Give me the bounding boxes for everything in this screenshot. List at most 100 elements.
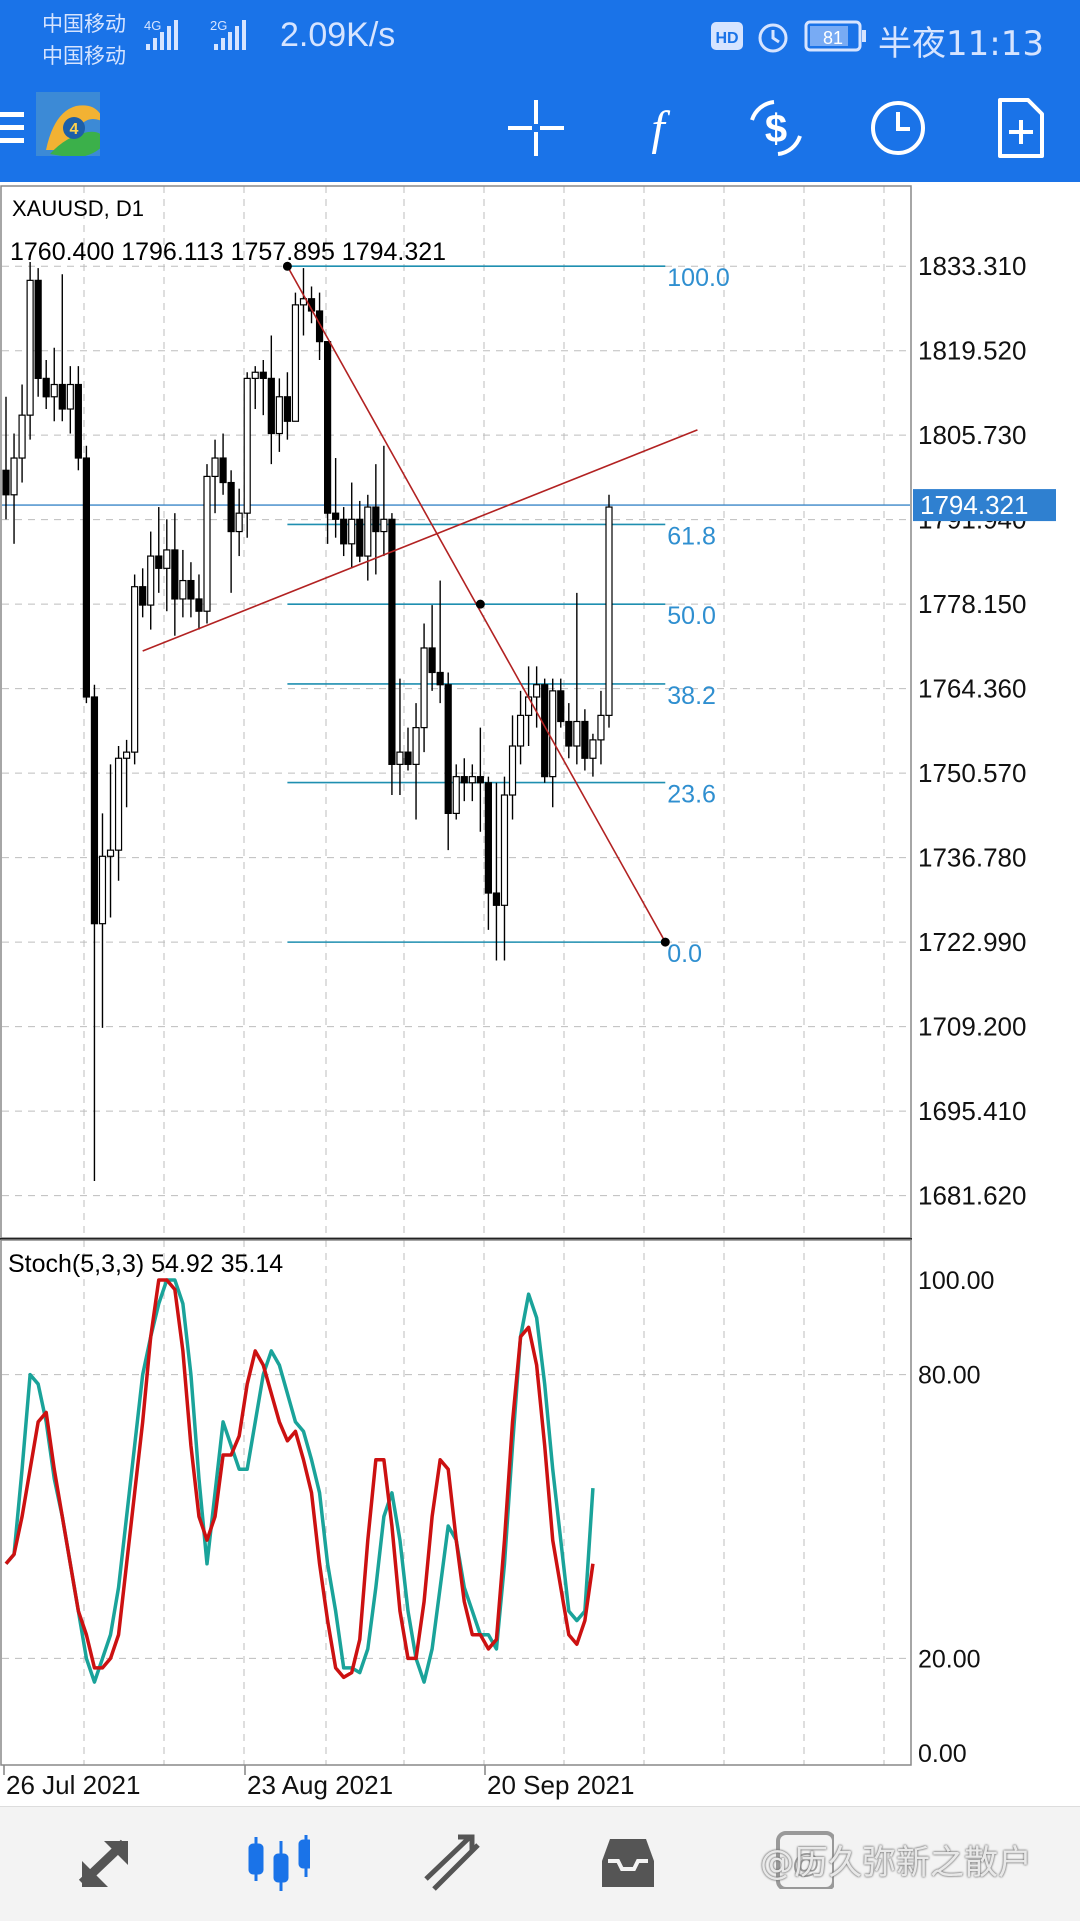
bear-candle-body — [155, 555, 163, 569]
candle — [42, 360, 50, 410]
trendline-anchor-point — [282, 261, 292, 271]
candle — [251, 366, 259, 410]
bull-candle-body — [203, 475, 211, 612]
chart-area[interactable]: 100.0 61.8 50.0 38.2 23.6 0.0 1833.310 1819.52… — [0, 182, 1080, 1806]
candle — [259, 360, 267, 416]
bull-candle-body — [500, 794, 509, 906]
bull-candle-body — [516, 714, 525, 747]
candle — [106, 764, 115, 918]
candle — [452, 764, 460, 820]
bull-candle-body — [10, 457, 18, 496]
candle — [267, 335, 275, 465]
net2-label: 2G — [210, 18, 227, 33]
messages-icon[interactable]: @ — [770, 1825, 834, 1889]
candle — [476, 727, 484, 832]
ohlc-label: 1760.400 1796.113 1757.895 1794.321 — [10, 238, 446, 266]
fibonacci-levels: 100.0 61.8 50.0 38.2 23.6 0.0 — [2, 264, 910, 968]
candle — [428, 605, 436, 691]
history-icon[interactable] — [596, 1831, 660, 1895]
candle — [187, 562, 195, 618]
ascending-line — [142, 429, 698, 652]
candle — [364, 494, 372, 581]
trendlines — [142, 261, 698, 947]
bull-candle-body — [251, 371, 259, 379]
candle — [147, 531, 155, 630]
status-bar: 中国移动 中国移动 4G 2G 2.09K/s HD 81 半夜11:13 — [0, 0, 1080, 76]
bull-candle-body — [605, 506, 613, 716]
time-tick-label: 26 Jul 2021 — [6, 1770, 140, 1800]
candle — [299, 268, 308, 336]
bull-candle-body — [380, 518, 388, 533]
function-icon[interactable]: f — [626, 96, 690, 160]
candle — [275, 378, 283, 452]
carrier-2: 中国移动 — [42, 44, 126, 68]
candle — [372, 464, 380, 575]
bear-candle-body — [460, 776, 468, 784]
stoch-tick-label: 0.00 — [918, 1740, 967, 1768]
price-axis: 1833.3101819.5201805.7301791.9401778.150… — [913, 251, 1056, 1211]
stoch-series-line — [4, 1278, 595, 1684]
candle — [565, 703, 573, 759]
candle — [396, 678, 404, 796]
bull-candle-body — [114, 757, 123, 851]
trade-icon[interactable] — [420, 1831, 484, 1895]
bear-candle-body — [187, 579, 195, 600]
crosshair-icon[interactable] — [504, 96, 568, 160]
candle — [484, 776, 492, 930]
bear-candle-body — [195, 598, 203, 612]
price-tick-label: 1805.730 — [918, 420, 1026, 450]
price-tick-label: 1722.990 — [918, 927, 1026, 957]
bull-candle-body — [589, 739, 597, 759]
candle — [340, 507, 348, 557]
candle — [557, 678, 565, 728]
candle — [34, 268, 42, 397]
candle — [50, 347, 58, 422]
candle — [243, 372, 251, 538]
bear-candle-body — [219, 457, 227, 484]
bear-candle-body — [2, 469, 10, 496]
timeframe-icon[interactable] — [866, 96, 930, 160]
candle — [114, 746, 123, 881]
price-tick-label: 1736.780 — [918, 843, 1026, 873]
candle — [605, 494, 613, 728]
bear-candle-body — [340, 518, 348, 545]
bull-candle-body — [211, 457, 219, 478]
trendline-anchor-point — [660, 937, 670, 947]
bear-candle-body — [82, 457, 91, 698]
candle — [348, 482, 356, 569]
chart-icon[interactable] — [246, 1831, 310, 1895]
candle — [468, 764, 476, 802]
bear-candle-body — [267, 377, 275, 435]
candle — [203, 464, 211, 624]
bull-candle-body — [98, 855, 107, 925]
trade-icon[interactable]: $ — [744, 96, 808, 160]
bull-candle-body — [243, 377, 251, 514]
bull-candle-body — [26, 279, 34, 416]
candle — [82, 445, 91, 704]
bear-candle-body — [404, 751, 412, 765]
battery-level: 81 — [823, 28, 843, 48]
candle — [492, 782, 501, 961]
candle — [444, 672, 452, 851]
new-document-icon[interactable] — [988, 96, 1052, 160]
fib-level-label: 100.0 — [667, 264, 730, 292]
bull-candle-body — [573, 720, 581, 747]
bear-candle-body — [315, 310, 324, 343]
candle — [98, 813, 107, 1028]
price-tick-label: 1681.620 — [918, 1181, 1026, 1211]
metatrader-logo[interactable]: 4 — [36, 92, 100, 156]
stochastic-oscillator: 100.00 80.00 20.00 0.00 — [2, 1267, 994, 1768]
bull-candle-body — [396, 751, 404, 765]
quotes-icon[interactable] — [74, 1831, 138, 1895]
menu-icon[interactable] — [0, 110, 64, 174]
bull-candle-body — [420, 647, 428, 729]
candle — [195, 574, 203, 630]
bear-candle-body — [324, 341, 332, 514]
stoch-series-line — [4, 1278, 595, 1680]
candle — [581, 709, 589, 771]
bull-candle-body — [163, 549, 171, 569]
bear-candle-body — [557, 690, 565, 723]
bull-candle-body — [291, 304, 300, 422]
svg-text:@: @ — [792, 1848, 820, 1879]
symbol-label: XAUUSD, D1 — [12, 196, 144, 221]
